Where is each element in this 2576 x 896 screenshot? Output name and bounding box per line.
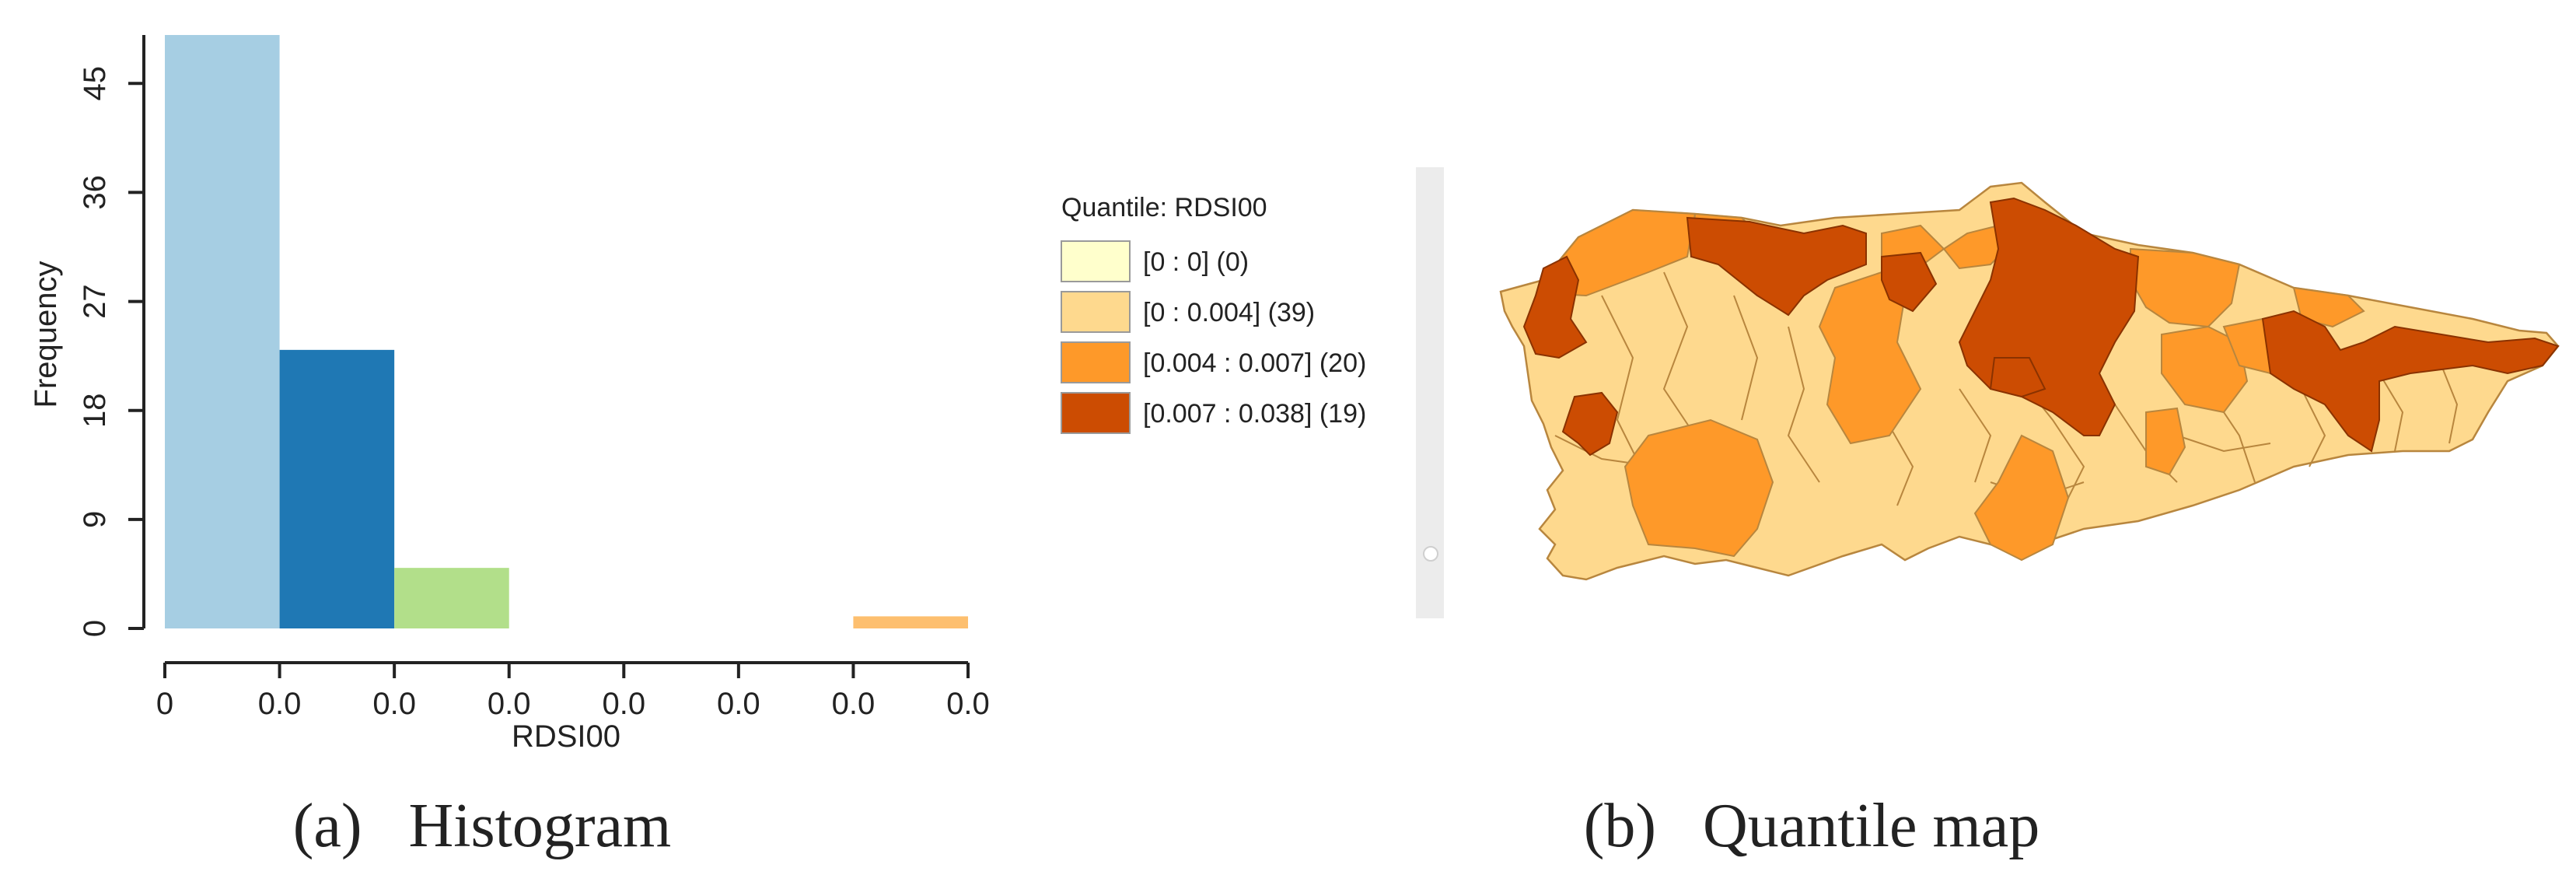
legend-label: [0 : 0] (0) (1143, 247, 1249, 277)
x-tick-label: 0.0 (488, 687, 531, 721)
x-tick-label: 0.0 (946, 687, 990, 721)
y-tick-label: 18 (78, 393, 112, 428)
histogram-bars (165, 35, 968, 628)
y-tick-label: 27 (78, 284, 112, 319)
map-legend: [0 : 0] (0) [0 : 0.004] (39) [0.004 : 0.00… (1061, 240, 1366, 434)
y-tick-label: 0 (78, 620, 112, 637)
histogram-bar (853, 616, 968, 628)
histogram-bar (394, 568, 509, 628)
legend-swatch (1061, 240, 1131, 282)
map-caption: (b) Quantile map (1584, 792, 2039, 860)
x-tick-label: 0 (156, 687, 173, 721)
class-0007-0038-regions (1522, 197, 2560, 457)
histogram-bar (165, 35, 280, 628)
histogram-chart: 0 9 18 27 36 45 0 0.0 0.0 0.0 0.0 0.0 0.0 0.0 RDSI00… (29, 35, 990, 860)
legend-label: [0.007 : 0.038] (19) (1143, 399, 1366, 429)
x-tick-label: 0.0 (372, 687, 416, 721)
asturias-region-map (1499, 181, 2560, 581)
legend-label: [0.004 : 0.007] (20) (1143, 348, 1366, 378)
y-tick-label: 45 (78, 66, 112, 100)
histogram-bar (279, 349, 395, 628)
y-axis-ticks: 0 9 18 27 36 45 (78, 66, 144, 637)
x-tick-label: 0.0 (832, 687, 876, 721)
x-tick-label: 0.0 (258, 687, 302, 721)
zoom-slider-handle[interactable] (1423, 546, 1438, 562)
legend-swatch (1061, 392, 1131, 434)
zoom-slider-track[interactable] (1416, 167, 1444, 618)
legend-label: [0 : 0.004] (39) (1143, 298, 1315, 327)
legend-title: Quantile: RDSI00 (1061, 193, 1267, 222)
legend-swatch (1061, 341, 1131, 383)
legend-swatch (1061, 291, 1131, 333)
y-axis-label: Frequency (29, 261, 63, 408)
x-tick-label: 0.0 (602, 687, 645, 721)
y-tick-label: 9 (78, 511, 112, 528)
histogram-caption: (a) Histogram (293, 792, 672, 860)
quantile-map-panel: Quantile: RDSI00 [0 : 0] (0) [0 : 0.004] … (1061, 167, 2560, 860)
x-tick-label: 0.0 (717, 687, 760, 721)
x-axis-ticks: 0 0.0 0.0 0.0 0.0 0.0 0.0 0.0 (156, 663, 990, 721)
x-axis-label: RDSI00 (512, 719, 620, 754)
y-tick-label: 36 (78, 175, 112, 210)
